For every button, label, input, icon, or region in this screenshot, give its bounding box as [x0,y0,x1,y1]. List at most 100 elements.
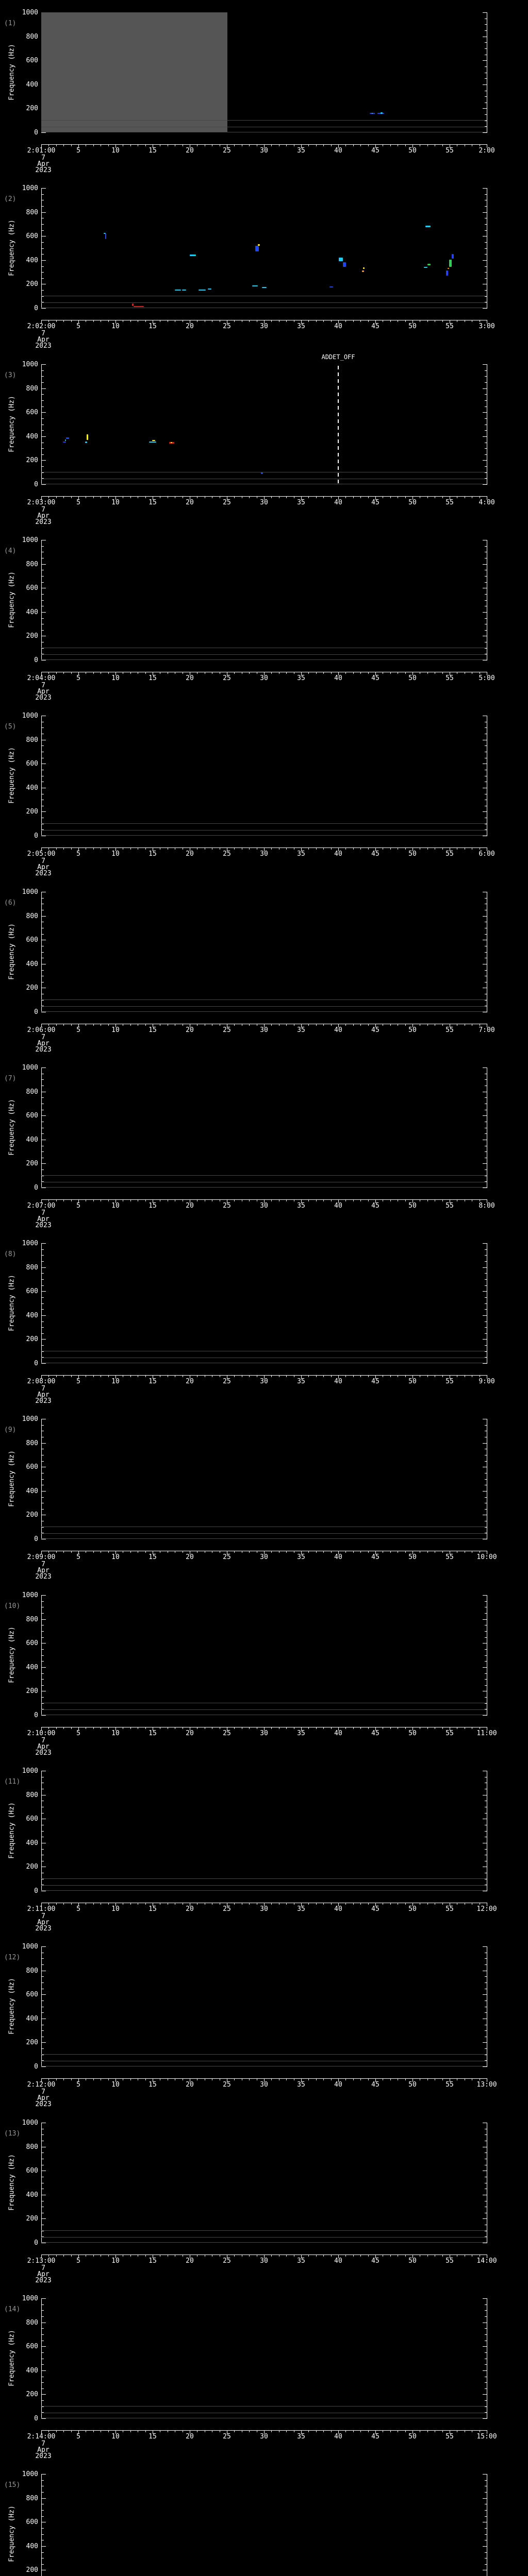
x-tick [71,144,72,146]
y-tick [485,1497,487,1498]
x-tick [338,2255,339,2258]
y-tick [485,2030,487,2031]
y-tick [483,132,487,133]
x-tick [249,848,250,850]
y-tick [483,2346,487,2347]
x-tick [145,1727,146,1729]
y-tick [485,2352,487,2353]
x-tick [63,144,64,146]
x-tick [41,320,42,324]
x-tick [145,672,146,674]
y-tick [42,1527,44,1528]
y-tick [485,1964,487,1965]
start-time-label: 2:08:00 [27,1378,56,1385]
x-tick [264,1024,265,1027]
x-tick-label: 20 [186,2433,194,2441]
tone-line-105hz [41,1878,487,1879]
x-tick-label: 30 [260,1378,268,1385]
date-label: 7 [41,1561,45,1568]
y-tick-label: 0 [34,2063,38,2071]
x-tick [338,496,339,500]
y-tick [42,2048,44,2049]
y-tick [485,1613,487,1614]
y-tick [485,290,487,291]
x-tick [338,1199,339,1203]
y-tick [42,2510,44,2511]
x-tick-label: 50 [408,850,417,858]
x-tick-label: 40 [334,323,342,330]
date-label: 7 [41,154,45,162]
detection-mark [86,434,89,440]
y-tick [485,2400,487,2401]
x-tick [405,2430,406,2432]
frequency-axis-title: Frequency (Hz) [8,1450,16,1507]
y-tick-label: 800 [26,2143,38,2151]
tone-line-48hz [41,1006,487,1007]
x-tick [130,2255,131,2257]
x-tick [390,848,391,850]
y-tick-label: 0 [34,1008,38,1016]
x-tick-label: 25 [223,499,231,506]
x-tick [308,320,309,322]
y-tick-label: 400 [26,2542,38,2550]
x-tick [360,2430,361,2432]
x-tick [375,1375,376,1379]
end-time-label: 10:00 [476,1553,497,1561]
date-label: 2023 [35,2277,52,2284]
y-tick [42,448,44,449]
y-tick-label: 600 [26,1815,38,1823]
x-tick-label: 40 [334,1730,342,1737]
x-tick [249,2255,250,2257]
x-tick [316,1024,317,1026]
spectrogram-panel-10: (10) Frequency (Hz) 0 200 400 600 800 1000 5 10 15… [0,1583,528,1758]
x-tick [390,144,391,146]
x-tick [368,2078,369,2080]
y-tick [42,412,46,413]
plot-area [41,1595,487,1715]
x-tick [308,1727,309,1729]
y-tick [485,30,487,31]
x-tick [316,1903,317,1905]
x-tick [390,672,391,674]
x-tick [234,1024,235,1026]
x-tick [412,144,413,148]
y-tick [42,260,46,261]
y-tick [42,2406,44,2407]
y-tick [42,916,46,917]
y-tick [42,2218,46,2219]
detection-mark [381,112,383,114]
tone-line-0hz [41,1187,487,1188]
x-tick [427,2255,428,2257]
detection-mark [449,260,452,267]
tone-line-105hz [41,823,487,824]
y-tick [42,430,44,431]
x-tick [338,848,339,851]
plot-area [41,2474,487,2576]
x-tick [412,1199,413,1203]
y-tick [42,436,46,437]
y-tick [485,1812,487,1814]
y-tick [42,1243,46,1244]
y-tick [42,1497,44,1498]
y-tick [485,1631,487,1632]
y-tick-label: 400 [26,432,38,440]
x-tick [375,2255,376,2258]
spectrogram-panel-5: (5) Frequency (Hz) 0 200 400 600 800 1000 5 10 15 2… [0,703,528,879]
y-tick-label: 800 [26,1088,38,1096]
tone-line-105hz [41,120,487,121]
x-tick-label: 45 [371,2081,380,2089]
y-tick [485,2382,487,2383]
x-tick-label: 45 [371,2257,380,2265]
y-tick [485,727,487,728]
y-tick [42,1958,44,1959]
x-tick [368,2430,369,2432]
y-tick [485,1527,487,1528]
y-tick [42,418,44,419]
x-tick [390,496,391,498]
x-tick-label: 30 [260,850,268,858]
x-tick [368,1727,369,1729]
date-label: 2023 [35,2452,52,2460]
y-tick [42,1279,44,1280]
y-tick [485,2406,487,2407]
x-tick [71,672,72,674]
